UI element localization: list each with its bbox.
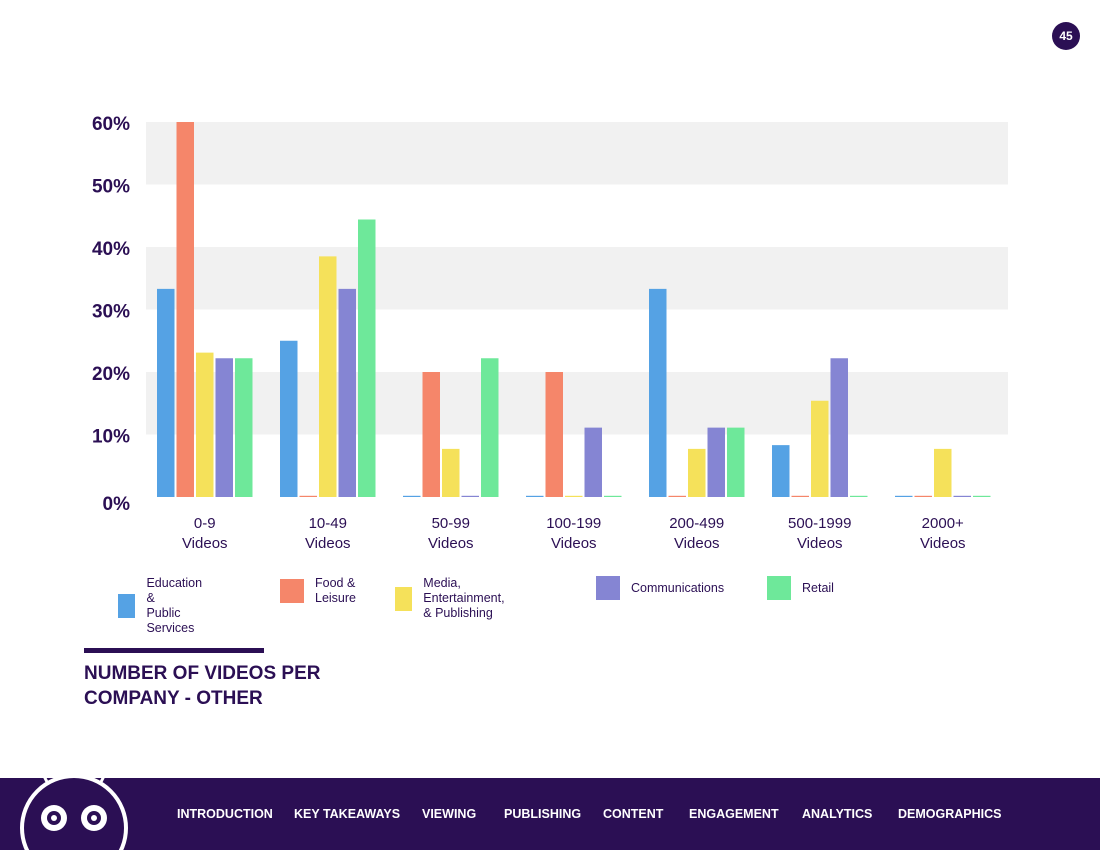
nav-analytics[interactable]: ANALYTICS bbox=[802, 807, 873, 821]
legend-label: Retail bbox=[802, 580, 834, 595]
bar bbox=[176, 122, 194, 497]
bar bbox=[727, 427, 745, 497]
nav-viewing[interactable]: VIEWING bbox=[422, 807, 477, 821]
bar bbox=[850, 495, 868, 497]
bar bbox=[934, 448, 952, 497]
bar bbox=[688, 448, 706, 497]
bar bbox=[604, 495, 622, 497]
footer-nav-bar: INTRODUCTION KEY TAKEAWAYS VIEWING PUBLISHI… bbox=[0, 771, 1100, 856]
y-tick-label: 20% bbox=[92, 364, 130, 385]
legend-swatch bbox=[118, 594, 136, 618]
title-rule bbox=[84, 648, 264, 653]
legend-item: Retail bbox=[767, 576, 834, 600]
legend-item: Media, Entertainment, & Publishing bbox=[395, 576, 511, 621]
y-tick-label: 40% bbox=[92, 239, 130, 260]
bar bbox=[914, 495, 932, 497]
bar bbox=[157, 288, 175, 497]
grid-band bbox=[146, 372, 1008, 435]
bar bbox=[545, 372, 563, 497]
bar bbox=[422, 372, 440, 497]
x-tick-label: 200-499 bbox=[669, 515, 724, 532]
x-tick-label: Videos bbox=[797, 535, 843, 552]
bar bbox=[830, 358, 848, 497]
mascot-logo bbox=[20, 771, 128, 856]
bar bbox=[299, 495, 317, 497]
x-tick-label: Videos bbox=[428, 535, 474, 552]
legend-swatch bbox=[280, 579, 304, 603]
legend-swatch bbox=[395, 586, 413, 611]
bar bbox=[953, 495, 971, 497]
bar bbox=[338, 288, 356, 497]
nav-engagement[interactable]: ENGAGEMENT bbox=[689, 807, 779, 821]
x-tick-label: Videos bbox=[305, 535, 351, 552]
x-tick-label: Videos bbox=[920, 535, 966, 552]
x-tick-label: Videos bbox=[551, 535, 597, 552]
bar bbox=[196, 352, 214, 497]
footer-nav: INTRODUCTION KEY TAKEAWAYS VIEWING PUBLISHI… bbox=[0, 778, 1100, 850]
x-tick-label: Videos bbox=[674, 535, 720, 552]
x-tick-label: 50-99 bbox=[432, 515, 470, 532]
legend-item: Education & Public Services bbox=[118, 576, 209, 636]
bar bbox=[403, 495, 421, 497]
bar bbox=[358, 219, 376, 497]
bar bbox=[442, 448, 460, 497]
x-tick-label: Videos bbox=[182, 535, 228, 552]
page-number-badge: 45 bbox=[1052, 22, 1080, 50]
bar bbox=[584, 427, 602, 497]
legend-swatch bbox=[596, 576, 620, 600]
y-tick-label: 10% bbox=[92, 427, 130, 448]
bar bbox=[235, 358, 253, 497]
bar bbox=[280, 340, 298, 497]
bar-chart: 0% 10% 20% 30% 40% 50% 60% 0-9 Videos 10-49 Videos… bbox=[92, 114, 1008, 552]
x-tick-label: 2000+ bbox=[922, 515, 964, 532]
bar bbox=[461, 495, 479, 497]
x-tick-label: 0-9 bbox=[194, 515, 216, 532]
bar bbox=[895, 495, 913, 497]
nav-demographics[interactable]: DEMOGRAPHICS bbox=[898, 807, 1002, 821]
nav-publishing[interactable]: PUBLISHING bbox=[504, 807, 582, 821]
y-tick-label: 50% bbox=[92, 177, 130, 198]
nav-content[interactable]: CONTENT bbox=[603, 807, 664, 821]
y-tick-label: 0% bbox=[103, 494, 131, 515]
bar bbox=[526, 495, 544, 497]
bar bbox=[772, 445, 790, 497]
nav-key-takeaways[interactable]: KEY TAKEAWAYS bbox=[294, 807, 401, 821]
legend-item: Communications bbox=[596, 576, 724, 600]
bar bbox=[811, 400, 829, 497]
legend-label: Media, Entertainment, & Publishing bbox=[423, 576, 505, 620]
x-tick-label: 500-1999 bbox=[788, 515, 851, 532]
chart-title: NUMBER OF VIDEOS PER COMPANY - OTHER bbox=[84, 663, 321, 709]
y-tick-label: 30% bbox=[92, 302, 130, 323]
legend-label: Food & Leisure bbox=[315, 576, 356, 605]
legend-item: Food & Leisure bbox=[280, 576, 356, 606]
bar bbox=[319, 256, 337, 497]
y-tick-label: 60% bbox=[92, 114, 130, 135]
bar bbox=[215, 358, 233, 497]
bar bbox=[707, 427, 725, 497]
legend-label: Communications bbox=[631, 580, 725, 595]
x-tick-label: 100-199 bbox=[546, 515, 601, 532]
legend-label: Education & Public Services bbox=[146, 576, 203, 635]
grid-band bbox=[146, 122, 1008, 185]
bar bbox=[668, 495, 686, 497]
bar bbox=[973, 495, 991, 497]
nav-introduction[interactable]: INTRODUCTION bbox=[177, 807, 273, 821]
bar bbox=[649, 288, 667, 497]
x-tick-label: 10-49 bbox=[309, 515, 347, 532]
legend-swatch bbox=[767, 576, 791, 600]
bar bbox=[565, 495, 583, 497]
bar bbox=[481, 358, 499, 497]
bar bbox=[791, 495, 809, 497]
grid-band bbox=[146, 247, 1008, 310]
